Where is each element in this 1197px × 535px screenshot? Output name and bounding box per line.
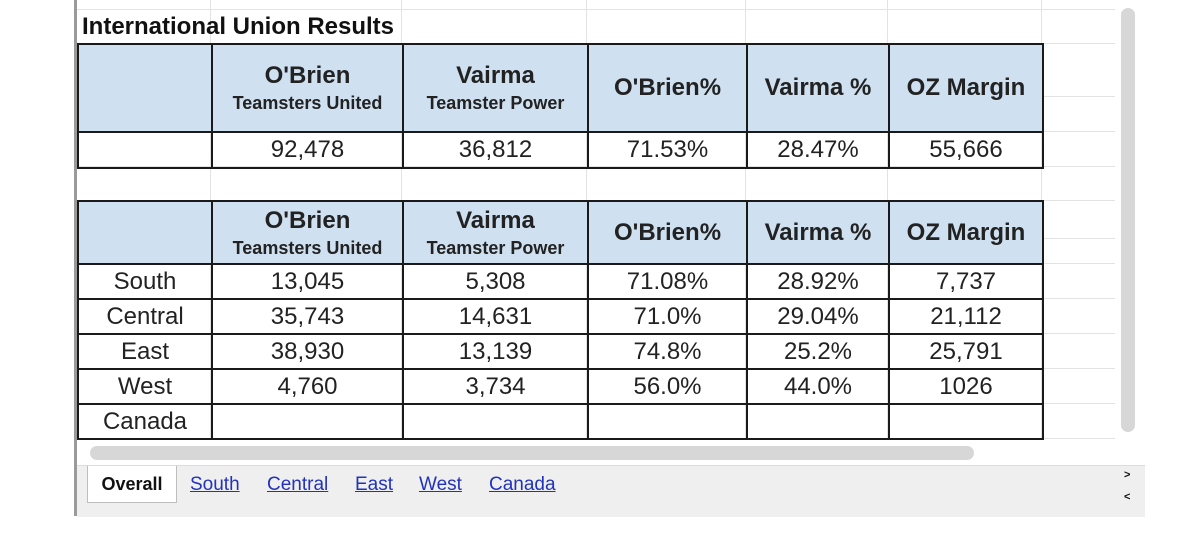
header-cell-oz-margin[interactable]: OZ Margin [888, 43, 1044, 133]
table-header-row: O'Brien Teamsters United Vairma Teamster… [77, 43, 1044, 133]
table-cell[interactable]: 71.0% [587, 298, 748, 335]
table-cell[interactable]: 56.0% [587, 368, 748, 405]
table-cell[interactable]: 13,139 [402, 333, 589, 370]
union-name: Teamster Power [426, 93, 565, 113]
table-cell[interactable] [888, 403, 1044, 440]
tab-west[interactable]: West [419, 474, 462, 495]
table-cell[interactable] [211, 403, 404, 440]
header-cell-obrien-pct[interactable]: O'Brien% [587, 200, 748, 265]
tab-central[interactable]: Central [267, 474, 329, 495]
table-cell[interactable]: 25.2% [746, 333, 890, 370]
candidate-name: Vairma [456, 206, 535, 234]
table-cell[interactable]: 14,631 [402, 298, 589, 335]
table-row-west: West 4,760 3,734 56.0% 44.0% 1026 [77, 368, 1044, 405]
table-cell[interactable]: 55,666 [888, 131, 1044, 169]
table-cell[interactable]: 21,112 [888, 298, 1044, 335]
table-cell[interactable]: 29.04% [746, 298, 890, 335]
union-name: Teamsters United [232, 93, 383, 113]
sheet-tab-bar: Overall South Central East West Canada [77, 465, 1145, 517]
table-row-central: Central 35,743 14,631 71.0% 29.04% 21,11… [77, 298, 1044, 335]
row-label[interactable]: South [77, 263, 213, 300]
tab-scroll-prev-icon[interactable]: < [1124, 491, 1131, 503]
header-cell-vairma-pct[interactable]: Vairma % [746, 200, 890, 265]
header-cell-vairma[interactable]: Vairma Teamster Power [402, 200, 589, 265]
table-row-south: South 13,045 5,308 71.08% 28.92% 7,737 [77, 263, 1044, 300]
table-row: 92,478 36,812 71.53% 28.47% 55,666 [77, 131, 1044, 169]
table-cell[interactable] [77, 131, 213, 169]
row-label[interactable]: West [77, 368, 213, 405]
tab-canada[interactable]: Canada [489, 474, 556, 495]
table-cell[interactable]: 7,737 [888, 263, 1044, 300]
header-cell-vairma-pct[interactable]: Vairma % [746, 43, 890, 133]
table-cell[interactable]: 25,791 [888, 333, 1044, 370]
row-label[interactable]: Central [77, 298, 213, 335]
table-cell[interactable]: 74.8% [587, 333, 748, 370]
candidate-name: O'Brien [264, 62, 351, 89]
row-label[interactable]: Canada [77, 403, 213, 440]
overall-results-table: O'Brien Teamsters United Vairma Teamster… [77, 43, 1044, 169]
table-cell[interactable] [746, 403, 890, 440]
table-cell[interactable]: 71.53% [587, 131, 748, 169]
table-cell[interactable]: 1026 [888, 368, 1044, 405]
header-cell-obrien[interactable]: O'Brien Teamsters United [211, 43, 404, 133]
table-cell[interactable] [587, 403, 748, 440]
tab-south[interactable]: South [190, 474, 240, 495]
table-header-row: O'Brien Teamsters United Vairma Teamster… [77, 200, 1044, 265]
table-cell[interactable]: 4,760 [211, 368, 404, 405]
table-cell[interactable] [402, 403, 589, 440]
candidate-name: Vairma [456, 62, 535, 89]
sheet-title: International Union Results [82, 13, 395, 40]
table-row-east: East 38,930 13,139 74.8% 25.2% 25,791 [77, 333, 1044, 370]
table-cell[interactable]: 36,812 [402, 131, 589, 169]
table-cell[interactable]: 13,045 [211, 263, 404, 300]
table-cell[interactable]: 38,930 [211, 333, 404, 370]
header-corner-cell[interactable] [77, 200, 213, 265]
table-cell[interactable]: 28.92% [746, 263, 890, 300]
regional-results-table: O'Brien Teamsters United Vairma Teamster… [77, 200, 1044, 440]
table-row-canada: Canada [77, 403, 1044, 440]
row-label[interactable]: East [77, 333, 213, 370]
header-cell-obrien-pct[interactable]: O'Brien% [587, 43, 748, 133]
table-cell[interactable]: 92,478 [211, 131, 404, 169]
table-cell[interactable]: 3,734 [402, 368, 589, 405]
union-name: Teamsters United [232, 237, 383, 258]
table-cell[interactable]: 71.08% [587, 263, 748, 300]
header-cell-vairma[interactable]: Vairma Teamster Power [402, 43, 589, 133]
table-cell[interactable]: 44.0% [746, 368, 890, 405]
tab-scroll-next-icon[interactable]: > [1124, 469, 1131, 481]
tab-overall[interactable]: Overall [87, 466, 177, 503]
header-cell-oz-margin[interactable]: OZ Margin [888, 200, 1044, 265]
vertical-scrollbar[interactable] [1121, 8, 1135, 432]
header-cell-obrien[interactable]: O'Brien Teamsters United [211, 200, 404, 265]
table-cell[interactable]: 35,743 [211, 298, 404, 335]
header-corner-cell[interactable] [77, 43, 213, 133]
table-cell[interactable]: 28.47% [746, 131, 890, 169]
horizontal-scrollbar[interactable] [90, 446, 974, 460]
table-cell[interactable]: 5,308 [402, 263, 589, 300]
union-name: Teamster Power [426, 237, 565, 258]
tab-east[interactable]: East [355, 474, 394, 495]
candidate-name: O'Brien [264, 206, 351, 234]
